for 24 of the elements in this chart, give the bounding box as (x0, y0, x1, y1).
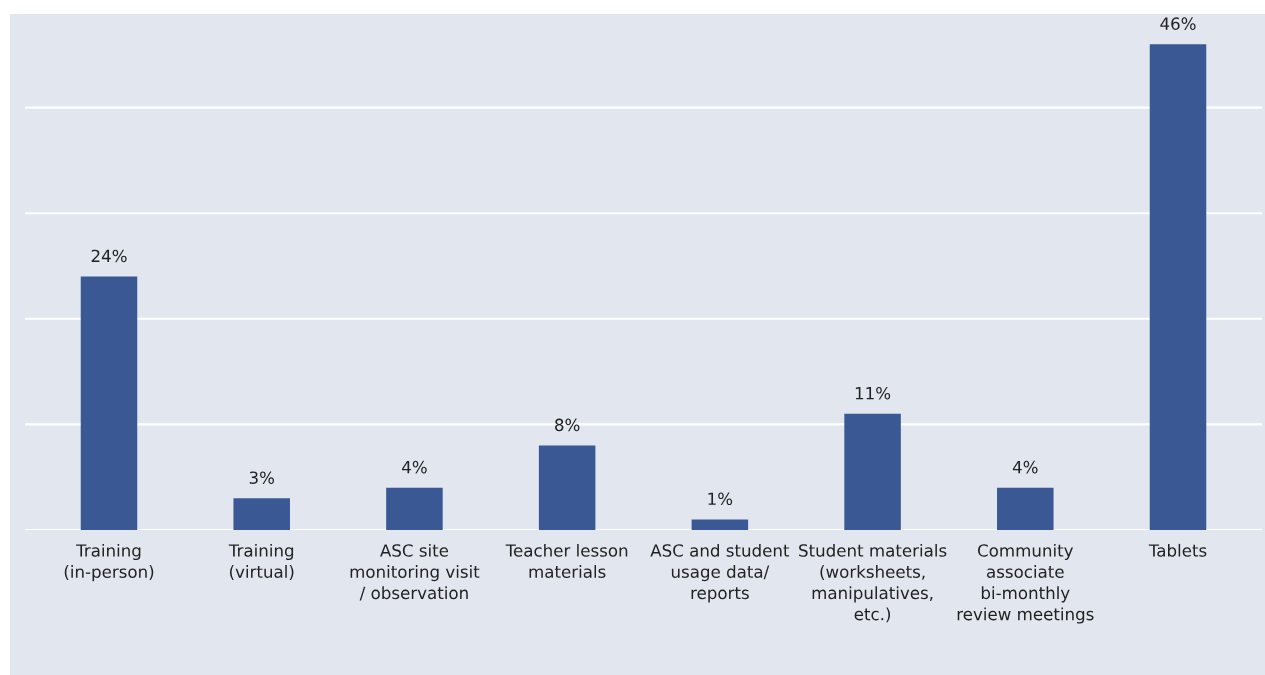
x-tick-label: ASC site monitoring visit / observation (350, 543, 480, 601)
data-label: 1% (708, 492, 733, 506)
x-tick-label: Training (in-person) (64, 543, 154, 582)
bar (1149, 44, 1207, 530)
data-label: 11% (855, 386, 891, 400)
data-label: 8% (555, 418, 580, 432)
x-tick-label: Teacher lesson materials (505, 543, 628, 578)
x-tick-label: Student materials (worksheets, manipulatives, etc.) (799, 543, 947, 623)
data-label: 4% (402, 460, 427, 474)
bar (233, 498, 290, 530)
x-tick-label: Training (virtual) (228, 543, 294, 580)
bar (538, 445, 596, 530)
bar (691, 519, 749, 530)
bar (997, 487, 1054, 530)
x-tick-label: Community associate bi-monthly review meetings (957, 543, 1094, 624)
x-tick-label: Tablets (1148, 543, 1207, 557)
bar (844, 413, 901, 530)
data-label: 46% (1160, 17, 1196, 30)
data-label: 4% (1012, 460, 1038, 474)
data-label: 3% (249, 471, 275, 484)
x-tick-label: ASC and student usage data/ reports (650, 543, 790, 603)
bar (386, 487, 443, 530)
data-label: 24% (91, 249, 127, 263)
bar (80, 276, 138, 530)
